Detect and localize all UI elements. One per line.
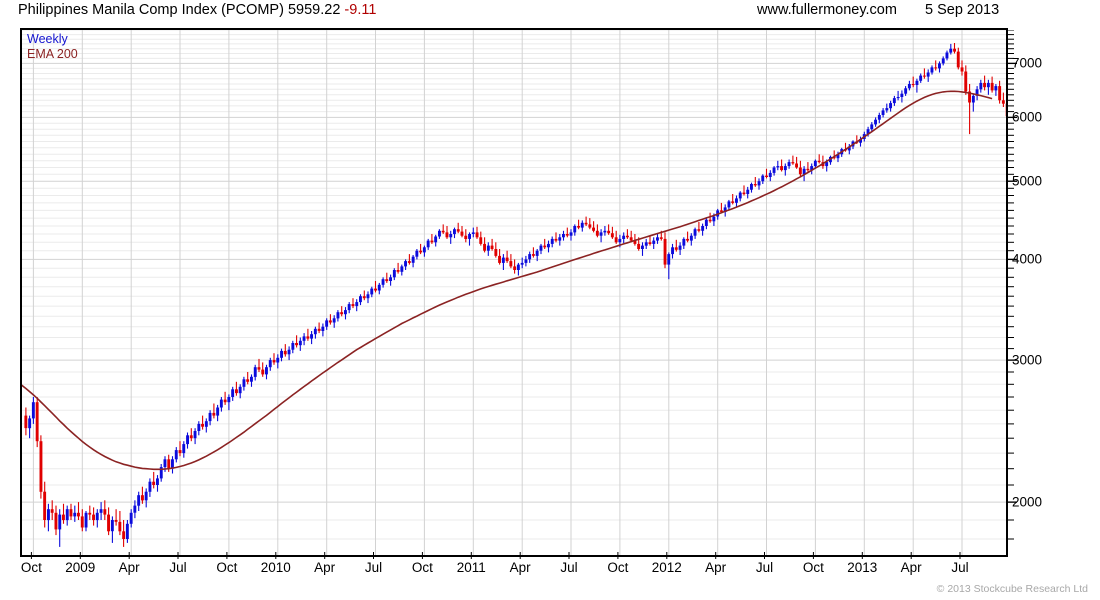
as-of-date: 5 Sep 2013 [925,2,1000,18]
x-axis-tick-label: Oct [216,560,238,575]
x-axis-tick-label: Oct [802,560,824,575]
x-axis-tick-label: Apr [314,560,336,575]
y-axis-tick-label: 6000 [1012,109,1043,125]
candlestick-series [22,43,1006,547]
x-axis-labels: Oct 2009 Apr Jul Oct 2010 Apr Jul Oct 2011 Apr Jul O… [0,552,1100,580]
instrument-name: Philippines Manila Comp Index (PCOMP) [18,2,284,18]
x-axis-tick-label: Apr [900,560,922,575]
y-axis-tick-label: 5000 [1012,173,1043,189]
legend-overlay-ema200: EMA 200 [27,47,78,61]
y-axis-tick-label: 2000 [1012,494,1043,510]
x-axis-tick-label: Oct [20,560,42,575]
chart-plot-area[interactable]: Weekly EMA 200 [20,28,1008,557]
price-change: -9.11 [344,2,377,18]
x-axis-tick-label: Jul [560,560,578,575]
legend-series-weekly: Weekly [27,32,68,46]
x-axis-tick-label: Apr [705,560,727,575]
x-axis-tick-label: 2013 [847,560,878,575]
x-axis-tick-label: 2010 [260,560,291,575]
y-axis-tick-label: 4000 [1012,251,1043,267]
y-axis-tick-label: 3000 [1012,352,1043,368]
x-axis-tick-label: Oct [411,560,433,575]
x-axis-tick-label: Oct [607,560,629,575]
x-axis-tick-label: 2009 [65,560,96,575]
website-label: www.fullermoney.com [757,2,897,18]
last-price: 5959.22 [287,2,341,18]
x-axis-tick-label: Jul [169,560,187,575]
x-axis-tick-label: Apr [118,560,140,575]
copyright-notice: © 2013 Stockcube Research Ltd [936,583,1088,595]
x-axis-tick-label: Jul [951,560,969,575]
x-axis-tick-label: Jul [755,560,774,575]
x-axis-tick-label: Jul [364,560,383,575]
x-axis-tick-label: Apr [509,560,531,575]
y-axis-labels: 2000 3000 4000 5000 6000 7000 [1008,28,1098,557]
page-title: Philippines Manila Comp Index (PCOMP) 59… [18,2,376,18]
x-axis-tick-label: 2012 [651,560,682,575]
x-axis-tick-label: 2011 [456,560,486,575]
y-axis-tick-label: 7000 [1012,55,1043,71]
